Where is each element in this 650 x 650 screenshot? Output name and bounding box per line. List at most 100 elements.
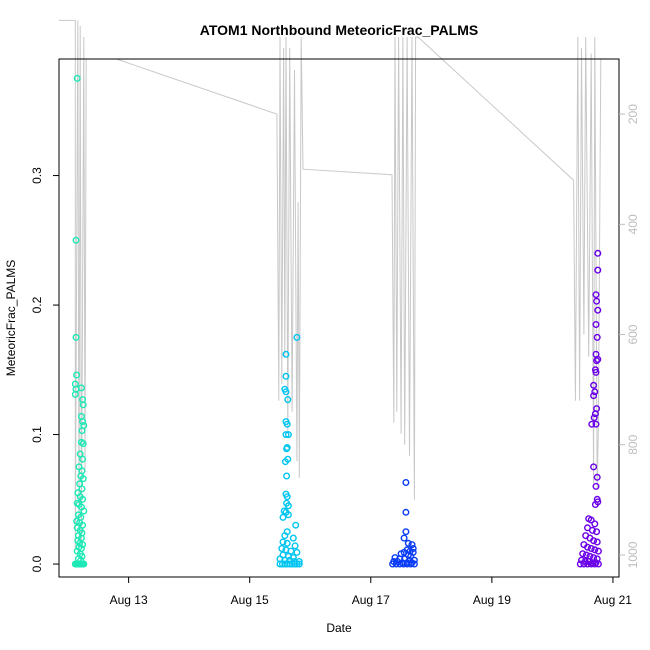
data-point: [587, 516, 595, 524]
data-point: [402, 508, 410, 516]
data-point: [588, 420, 596, 428]
data-point: [400, 560, 408, 568]
y-axis-label: MeteoricFrac_PALMS: [4, 260, 18, 376]
data-point: [284, 502, 292, 510]
data-point: [591, 560, 599, 568]
data-point: [73, 371, 81, 379]
data-point: [295, 560, 303, 568]
data-point: [281, 458, 289, 466]
data-point: [590, 463, 598, 471]
data-point: [582, 551, 590, 559]
data-point: [79, 440, 87, 448]
data-point: [593, 538, 601, 546]
data-point: [400, 534, 408, 542]
data-point: [78, 485, 86, 493]
data-point: [293, 333, 301, 341]
data-point: [593, 333, 601, 341]
data-point: [591, 410, 599, 418]
data-point: [276, 560, 284, 568]
data-point: [403, 560, 411, 568]
right-axis-tick-label: 200: [626, 104, 640, 124]
y-tick-label: 0.2: [30, 296, 44, 313]
y-tick-label: 0.1: [30, 426, 44, 443]
data-point: [283, 472, 291, 480]
data-point: [80, 560, 88, 568]
data-point: [279, 513, 287, 521]
data-point: [283, 560, 291, 568]
data-point: [594, 355, 602, 363]
right-axis-tick-label: 800: [626, 434, 640, 454]
data-point: [587, 545, 595, 553]
data-point: [592, 321, 600, 329]
data-point: [591, 501, 599, 509]
data-point: [594, 249, 602, 257]
data-point: [284, 511, 292, 519]
data-point: [79, 475, 87, 483]
data-point: [588, 526, 596, 534]
data-point: [593, 473, 601, 481]
data-point: [407, 560, 415, 568]
data-point: [584, 560, 592, 568]
data-point: [79, 495, 87, 503]
data-point: [591, 388, 599, 396]
data-point: [279, 538, 287, 546]
data-point: [593, 297, 601, 305]
data-point: [591, 520, 599, 528]
data-point: [282, 372, 290, 380]
data-point: [592, 482, 600, 490]
x-tick-label: Aug 19: [473, 593, 511, 607]
data-point: [396, 560, 404, 568]
data-point: [293, 548, 301, 556]
data-point: [392, 560, 400, 568]
data-point: [284, 396, 292, 404]
data-point: [282, 431, 290, 439]
data-point: [289, 534, 297, 542]
data-point: [594, 547, 602, 555]
right-axis-tick-label: 600: [626, 324, 640, 344]
data-point: [72, 236, 80, 244]
data-point: [79, 418, 87, 426]
data-point: [593, 357, 601, 365]
y-tick-label: 0.3: [30, 167, 44, 184]
data-point: [80, 507, 88, 515]
x-tick-label: Aug 17: [352, 593, 390, 607]
data-point: [283, 493, 291, 501]
data-point: [590, 414, 598, 422]
data-point: [282, 388, 290, 396]
data-point: [283, 539, 291, 547]
chart-title: ATOM1 Northbound MeteoricFrac_PALMS: [200, 22, 478, 38]
axes-layer: 0.0 0.1 0.2 0.3 Aug 13 Aug 15 Aug 17 Aug 19 Aug …: [30, 58, 640, 607]
data-point: [283, 420, 291, 428]
data-point: [288, 560, 296, 568]
data-point: [79, 455, 87, 463]
data-point: [587, 560, 595, 568]
data-point: [73, 74, 81, 82]
data-point: [78, 427, 86, 435]
data-point: [579, 550, 587, 558]
data-point: [286, 560, 294, 568]
data-point: [410, 560, 418, 568]
pressure-trace-layer: [59, 19, 602, 550]
data-point: [283, 445, 291, 453]
data-point: [389, 560, 397, 568]
data-point: [592, 291, 600, 299]
data-points-layer: [71, 74, 602, 568]
data-point: [590, 537, 598, 545]
data-point: [591, 546, 599, 554]
data-point: [584, 543, 592, 551]
data-point: [407, 552, 415, 560]
data-point: [594, 266, 602, 274]
data-point: [284, 431, 292, 439]
data-point: [292, 521, 300, 529]
data-point: [402, 479, 410, 487]
x-tick-label: Aug 13: [110, 593, 148, 607]
x-tick-label: Aug 15: [231, 593, 269, 607]
data-point: [590, 392, 598, 400]
data-point: [593, 528, 601, 536]
data-point: [72, 333, 80, 341]
data-point: [293, 560, 301, 568]
data-point: [594, 306, 602, 314]
data-point: [408, 541, 416, 549]
data-point: [282, 350, 290, 358]
